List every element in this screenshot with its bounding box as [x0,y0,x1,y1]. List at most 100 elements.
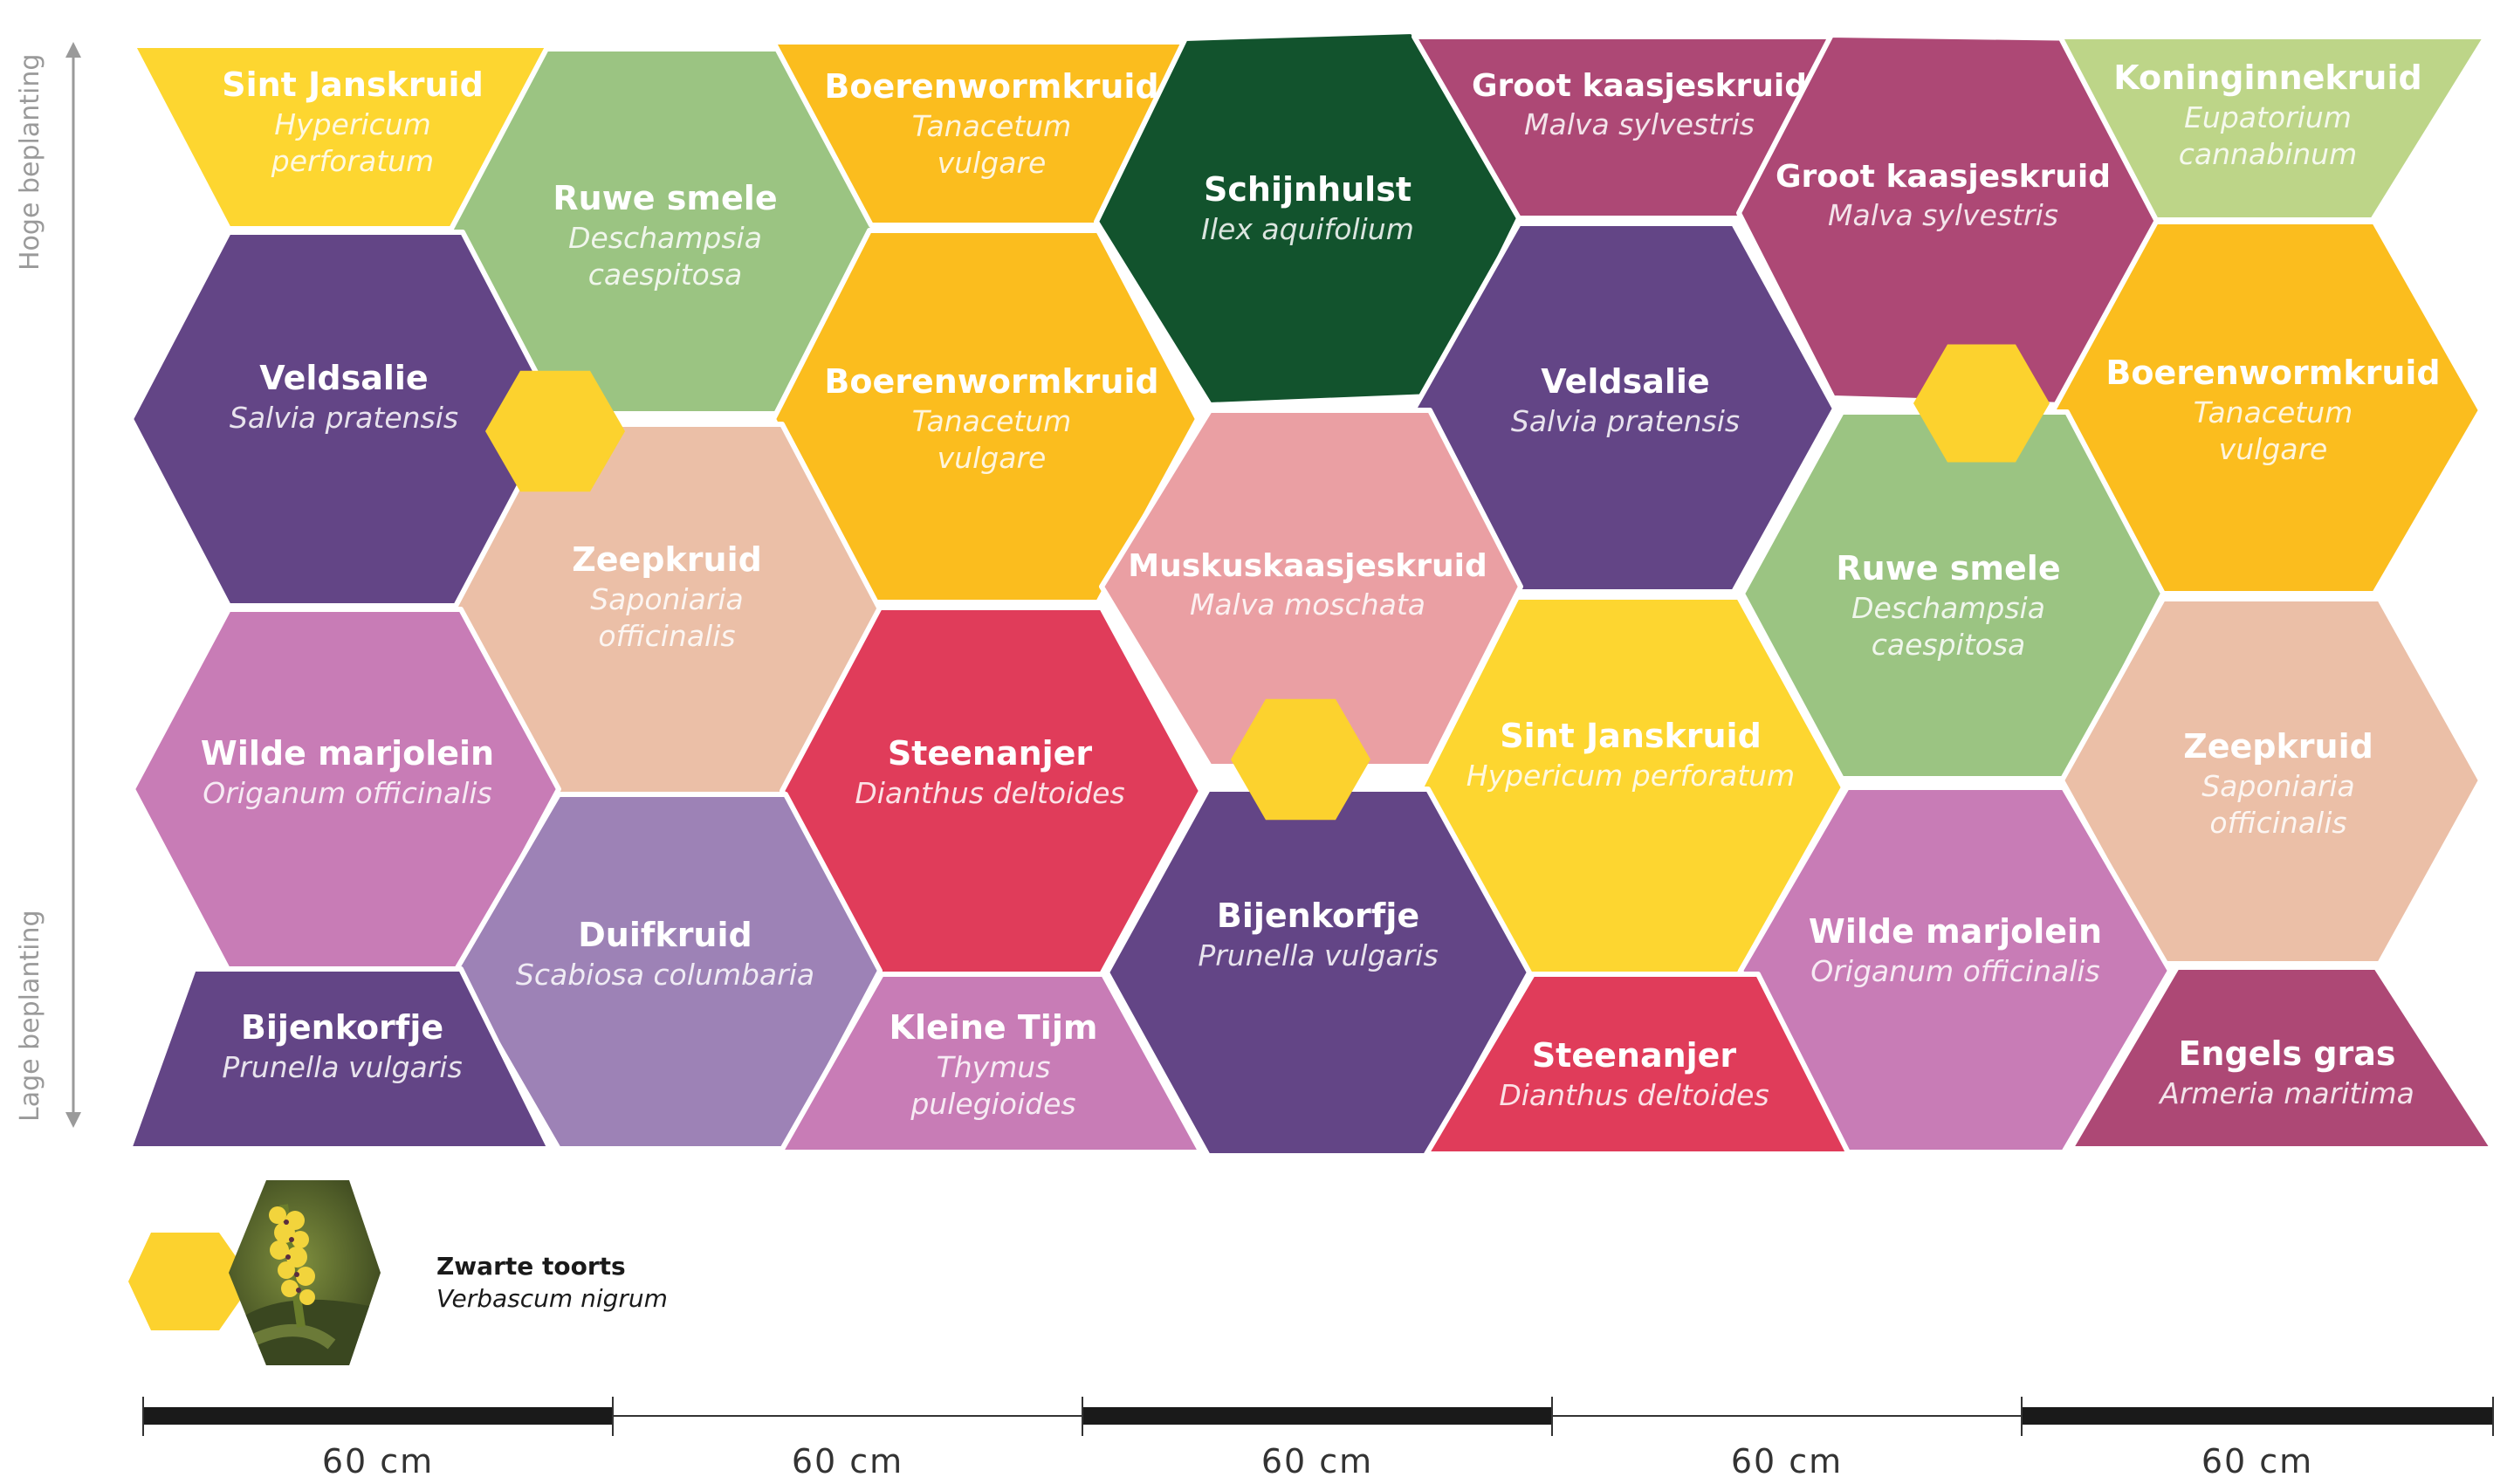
scale-bar: 60 cm 60 cm 60 cm 60 cm 60 cm [142,1397,2494,1481]
legend-scientific-name: Verbascum nigrum [436,1284,668,1313]
bee-hotel-marker [485,370,625,492]
plant-scientific-name: Deschampsia [568,221,762,255]
plant-cell-shape [771,228,1200,605]
legend-name: Zwarte toorts [436,1252,626,1281]
scale-segment-1-bar [143,1407,613,1425]
plant-scientific-name: Tanacetum [2194,395,2353,429]
plant-common-name: Steenanjer [1532,1036,1737,1075]
scale-label-3: 60 cm [1261,1442,1373,1481]
plant-common-name: Schijnhulst [1204,170,1412,209]
plant-scientific-name: vulgare [938,146,1047,180]
plant-scientific-name: Ilex aquifolium [1201,212,1414,246]
plant-scientific-name: Scabiosa columbaria [516,958,814,992]
plant-scientific-name: Origanum officinalis [203,776,492,810]
scale-segment-5-bar [2022,1407,2493,1425]
plant-common-name: Kleine Tijm [890,1008,1098,1047]
plant-scientific-name: Malva sylvestris [1828,198,2058,232]
plant-scientific-name: Origanum officinalis [1810,954,2100,988]
plant-scientific-name: Armeria maritima [2158,1076,2414,1110]
plant-cell: Veldsalie Salvia pratensis [128,230,563,608]
plant-scientific-name: Malva moschata [1190,587,1425,622]
plant-cell-shape [2068,965,2496,1151]
plant-common-name: Zeepkruid [572,540,762,579]
plant-common-name: Boerenwormkruid [2105,354,2440,392]
bee-hotel-marker [1231,698,1370,821]
height-axis-arrow-down [65,1112,81,1128]
plant-scientific-name: Saponiaria [2201,769,2355,803]
plant-common-name: Boerenwormkruid [824,362,1158,401]
plant-scientific-name: caespitosa [588,258,743,292]
plant-common-name: Sint Janskruid [1500,717,1762,755]
plant-scientific-name: Thymus [937,1050,1051,1084]
scale-label-1: 60 cm [322,1442,434,1481]
height-axis-arrow-up [65,42,81,58]
scale-label-2: 60 cm [792,1442,903,1481]
plant-scientific-name: Tanacetum [912,404,1072,438]
scale-segment-3-bar [1082,1407,1552,1425]
axis-top-label: Hoge beplanting [15,54,45,271]
plant-scientific-name: Salvia pratensis [230,401,458,435]
plant-scientific-name: Prunella vulgaris [222,1050,462,1084]
plant-scientific-name: Eupatorium [2184,100,2352,134]
plant-common-name: Wilde marjolein [201,734,494,773]
plant-cell-shape [127,966,553,1151]
legend-bee-marker [128,1233,253,1330]
plant-common-name: Wilde marjolein [1809,912,2102,951]
plant-scientific-name: vulgare [2219,432,2328,466]
plant-scientific-name: cannabinum [2179,137,2358,171]
plant-scientific-name: perforatum [271,144,434,178]
plant-scientific-name: pulegioides [910,1087,1075,1121]
plant-common-name: Ruwe smele [1836,549,2060,587]
plant-cell-shape [778,972,1204,1155]
plant-scientific-name: vulgare [938,441,1047,475]
plant-common-name: Muskuskaasjeskruid [1128,548,1487,584]
plant-common-name: Bijenkorfje [1217,897,1419,935]
plant-common-name: Veldsalie [1541,362,1709,401]
plant-common-name: Bijenkorfje [241,1008,443,1047]
scale-label-5: 60 cm [2201,1442,2313,1481]
plant-common-name: Zeepkruid [2183,727,2373,766]
plant-scientific-name: Salvia pratensis [1511,404,1740,438]
plant-scientific-name: Saponiaria [590,582,744,616]
plant-cell: Sint Janskruid Hypericum perforatum [1418,594,1846,977]
plant-common-name: Engels gras [2178,1034,2395,1073]
plant-scientific-name: Dianthus deltoides [1499,1078,1769,1112]
plant-scientific-name: Deschampsia [1851,591,2045,625]
plant-scientific-name: officinalis [2209,806,2346,840]
height-axis: Hoge beplanting Lage beplanting [15,42,81,1128]
plant-common-name: Koninginnekruid [2113,58,2421,97]
legend: Zwarte toorts Verbascum nigrum [128,1180,668,1365]
plant-common-name: Steenanjer [888,734,1093,773]
plant-common-name: Groot kaasjeskruid [1776,159,2111,195]
plant-scientific-name: Tanacetum [912,109,1072,143]
plant-common-name: Veldsalie [259,359,428,397]
plant-scientific-name: Dianthus deltoides [855,776,1124,810]
axis-bottom-label: Lage beplanting [15,910,45,1122]
plant-common-name: Duifkruid [578,916,752,954]
plant-scientific-name: Hypericum perforatum [1466,759,1795,793]
plant-scientific-name: Prunella vulgaris [1198,938,1438,972]
bee-hotel-markers [485,344,2050,821]
plant-scientific-name: officinalis [598,619,735,653]
plant-common-name: Groot kaasjeskruid [1472,68,1807,104]
plant-common-name: Boerenwormkruid [824,67,1158,106]
plant-cell-shape [1738,785,2173,1155]
plant-cell-shape [1424,972,1851,1157]
